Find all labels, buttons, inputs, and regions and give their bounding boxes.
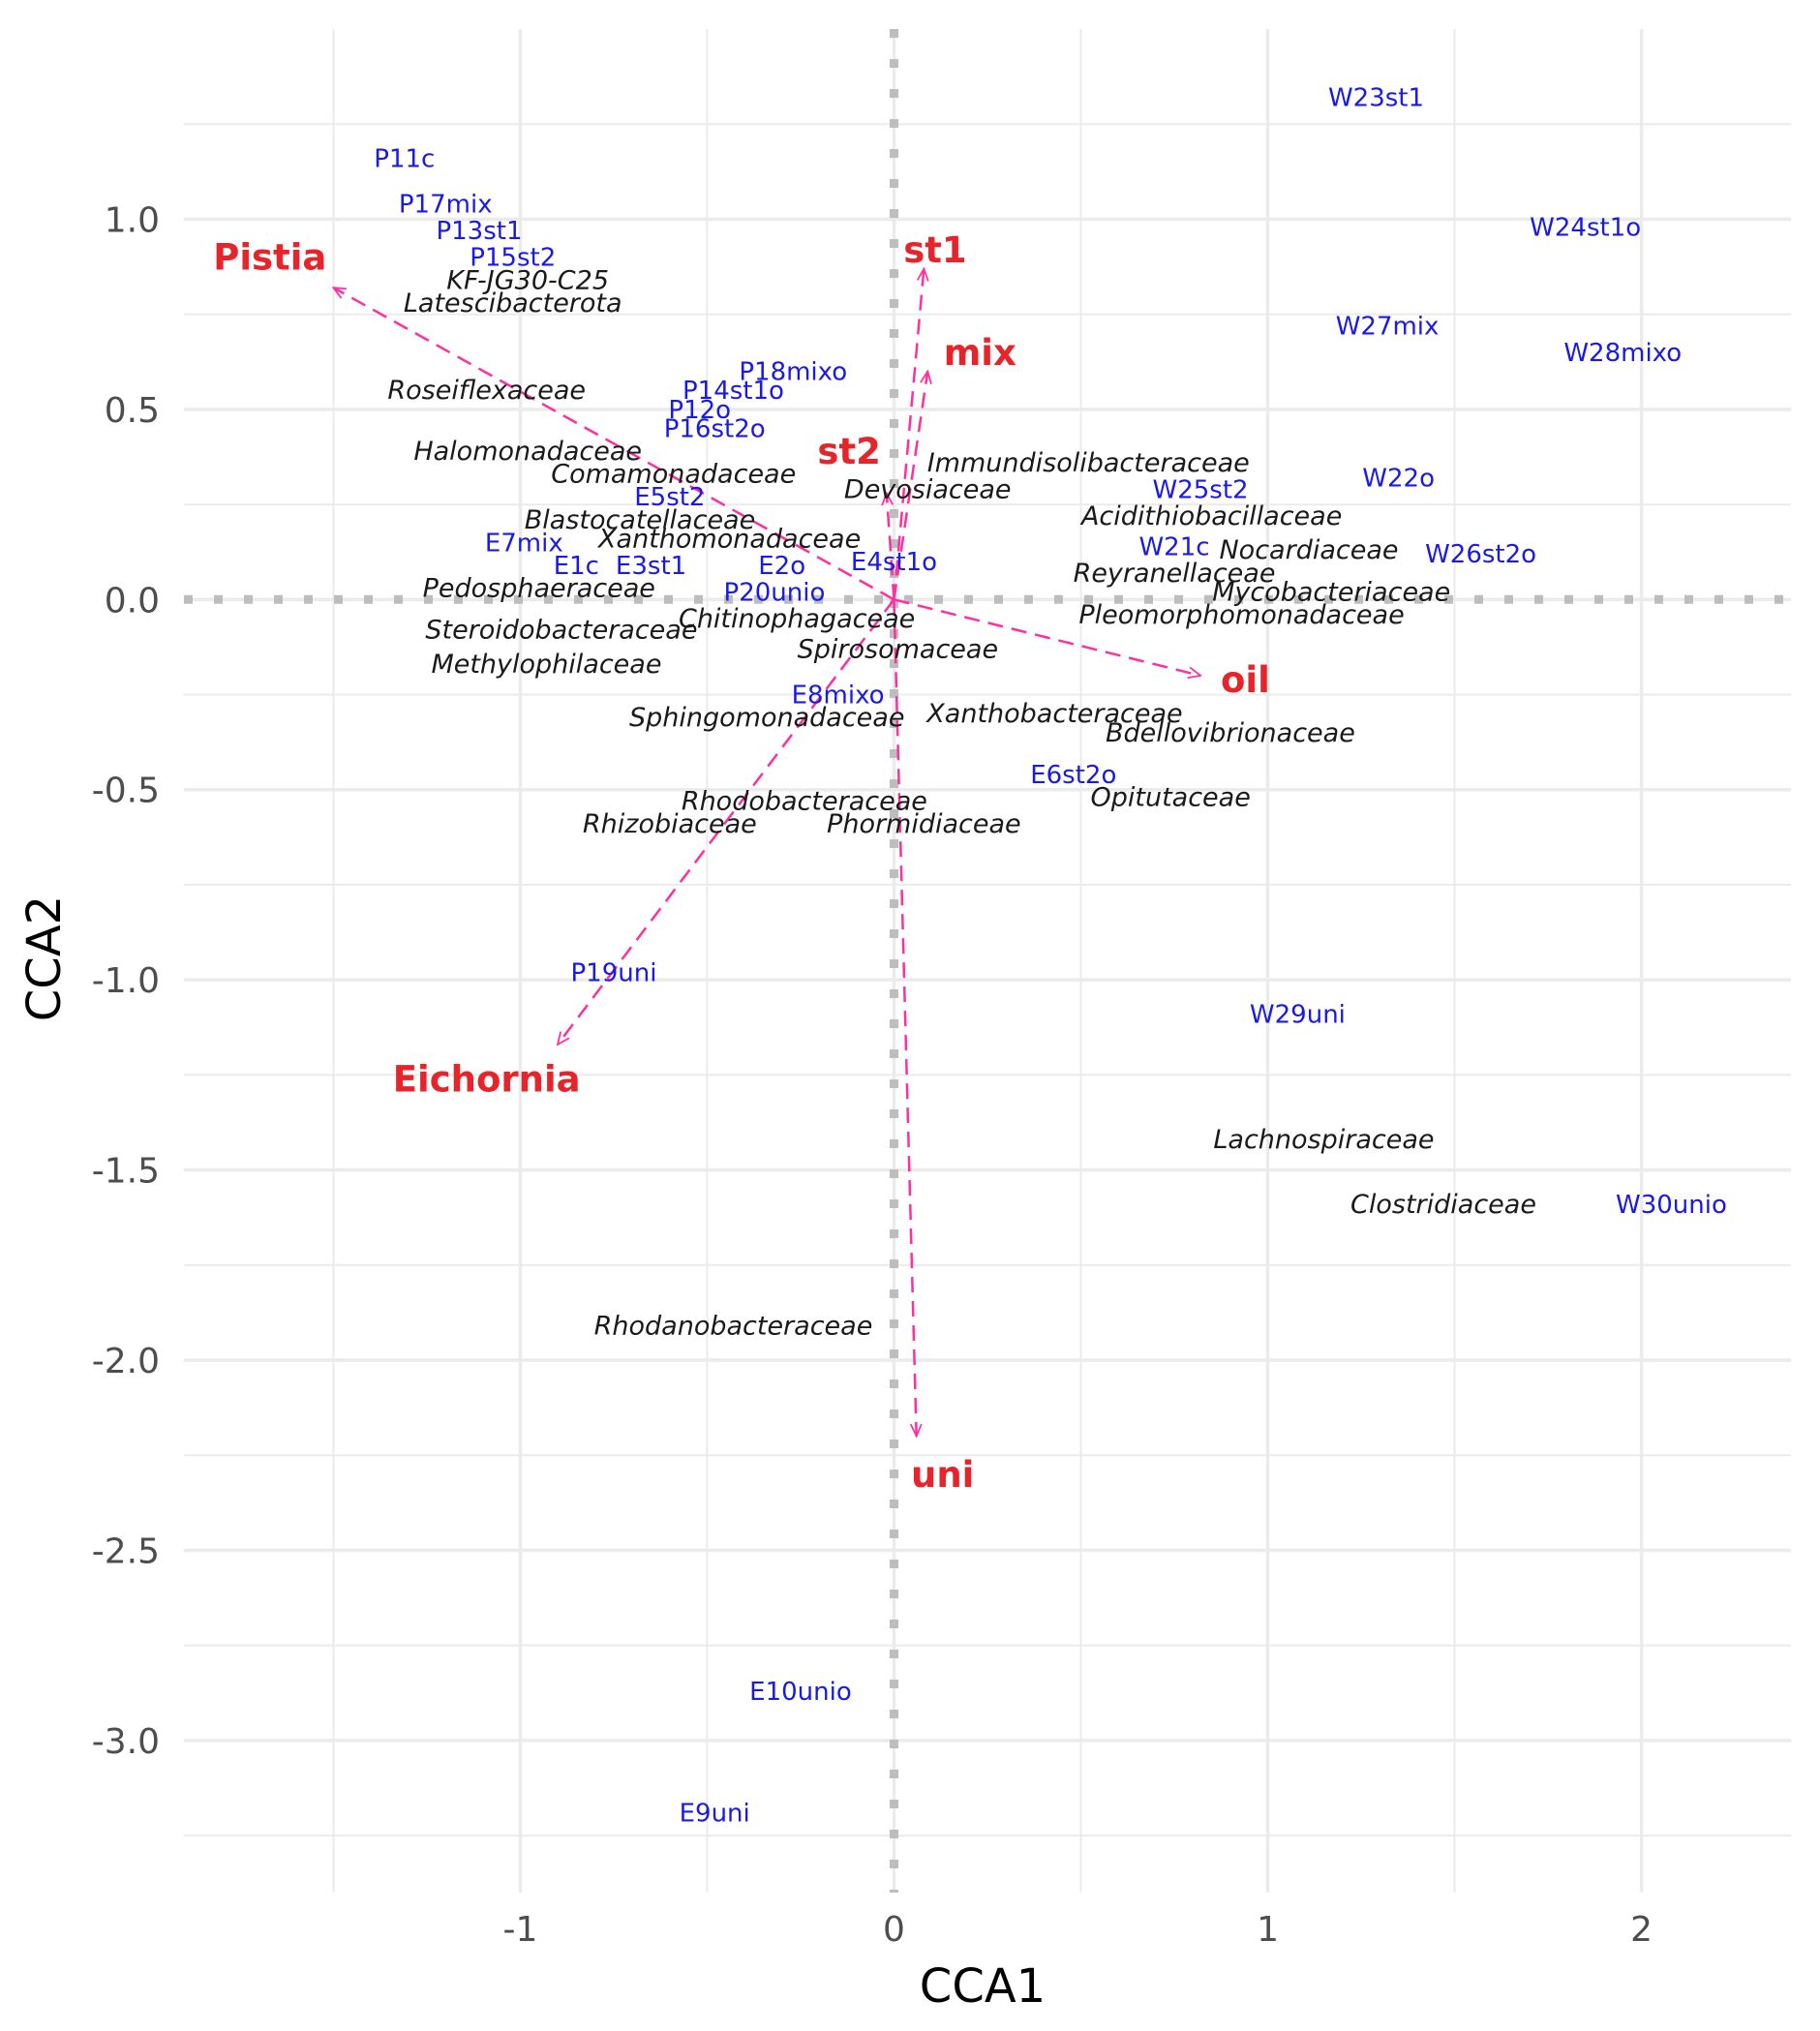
y-tick-label: 0.5 bbox=[105, 391, 160, 431]
site-label: P16st2o bbox=[664, 415, 766, 444]
family-label: Clostridiaceae bbox=[1350, 1190, 1536, 1220]
x-tick-label: 0 bbox=[883, 1910, 905, 1950]
family-label: Lachnospiraceae bbox=[1213, 1125, 1434, 1155]
vector-arrow-st2 bbox=[887, 493, 895, 600]
y-tick-label: -1.0 bbox=[92, 961, 160, 1001]
family-label: Spirosomaceae bbox=[798, 634, 998, 664]
site-label: W26st2o bbox=[1425, 540, 1536, 569]
y-tick-label: -2.0 bbox=[92, 1342, 160, 1381]
family-label: Methylophilaceae bbox=[431, 650, 661, 680]
site-label: W25st2 bbox=[1153, 475, 1249, 504]
minor-gridlines bbox=[184, 29, 1791, 1893]
family-label: Rhizobiaceae bbox=[583, 809, 757, 839]
site-label: W22o bbox=[1362, 465, 1435, 494]
family-label: Xanthobacteraceae bbox=[925, 699, 1182, 729]
site-label: P17mix bbox=[399, 191, 493, 220]
vector-label-oil: oil bbox=[1221, 659, 1270, 701]
family-label: Comamonadaceae bbox=[551, 460, 796, 490]
vector-arrow-st1 bbox=[893, 269, 924, 600]
site-label: E3st1 bbox=[616, 552, 686, 581]
family-label: Sphingomonadaceae bbox=[629, 703, 904, 733]
family-label: Blastocatellaceae bbox=[525, 505, 756, 535]
family-label: Immundisolibacteraceae bbox=[927, 448, 1250, 478]
family-label: Xanthomonadaceae bbox=[596, 524, 861, 554]
major-gridlines bbox=[184, 29, 1791, 1893]
x-axis-title: CCA1 bbox=[920, 1959, 1046, 2014]
site-label: E7mix bbox=[485, 529, 563, 558]
vector-arrow-mix bbox=[893, 372, 927, 600]
site-label: P12o bbox=[668, 396, 731, 425]
vector-label-uni: uni bbox=[911, 1454, 974, 1496]
vector-label-mix: mix bbox=[944, 332, 1016, 374]
family-label: Nocardiaceae bbox=[1219, 535, 1398, 565]
y-tick-label: -3.0 bbox=[92, 1722, 160, 1762]
site-label: P15st2 bbox=[470, 244, 556, 273]
site-label: P18mixo bbox=[739, 358, 847, 387]
family-label: KF-JG30-C25 bbox=[446, 265, 609, 295]
site-label: W28mixo bbox=[1563, 339, 1682, 368]
family-label: Pedosphaeraceae bbox=[423, 574, 655, 604]
family-label: Devosiaceae bbox=[844, 474, 1012, 504]
site-label: E1c bbox=[554, 552, 599, 581]
site-label: E8mixo bbox=[792, 682, 885, 711]
family-label: Chitinophagaceae bbox=[679, 604, 915, 634]
family-label: Latescibacterota bbox=[404, 288, 622, 318]
y-axis-title: CCA2 bbox=[17, 895, 72, 1021]
site-label: E5st2 bbox=[634, 483, 705, 512]
site-label: W21c bbox=[1138, 532, 1209, 561]
vector-arrow-pistia bbox=[333, 287, 895, 601]
vector-label-pistia: Pistia bbox=[213, 237, 326, 279]
y-tick-label: -2.5 bbox=[92, 1531, 160, 1571]
zero-reference-lines bbox=[184, 29, 1791, 1893]
family-label: Mycobacteriaceae bbox=[1212, 577, 1450, 607]
site-label: W23st1 bbox=[1328, 84, 1424, 113]
family-label: Roseiflexaceae bbox=[387, 376, 586, 406]
vector-label-eichornia: Eichornia bbox=[393, 1058, 581, 1100]
family-label: Pleomorphomonadaceae bbox=[1078, 600, 1404, 630]
vector-labels: Pistia st1 mix st2 oil Eichornia uni bbox=[213, 229, 1270, 1496]
family-label: Rhodanobacteraceae bbox=[594, 1312, 873, 1342]
site-label: E2o bbox=[758, 552, 805, 581]
vector-arrow-oil bbox=[894, 598, 1200, 676]
vector-arrow-eichornia bbox=[558, 598, 895, 1045]
y-tick-label: 0.0 bbox=[105, 581, 160, 621]
family-label: Opitutaceae bbox=[1090, 783, 1250, 813]
vector-arrow-uni bbox=[893, 599, 916, 1436]
site-label: P11c bbox=[374, 145, 435, 174]
site-label: W29uni bbox=[1250, 1001, 1346, 1030]
site-label: E9uni bbox=[680, 1800, 750, 1829]
vector-label-st1: st1 bbox=[903, 229, 966, 271]
x-axis-tick-labels: -1 0 1 2 bbox=[502, 1910, 1653, 1950]
y-tick-label: 1.0 bbox=[105, 200, 160, 240]
family-label: Rhodobacteraceae bbox=[682, 787, 927, 817]
site-label: W30unio bbox=[1616, 1191, 1727, 1220]
x-tick-label: 1 bbox=[1257, 1910, 1279, 1950]
family-label: Halomonadaceae bbox=[413, 437, 642, 467]
site-label: E10unio bbox=[749, 1678, 852, 1707]
family-label: Steroidobacteraceae bbox=[425, 616, 697, 646]
site-label: E6st2o bbox=[1030, 761, 1116, 790]
y-tick-label: -1.5 bbox=[92, 1152, 160, 1192]
site-label: P19uni bbox=[570, 958, 656, 987]
vector-arrows bbox=[333, 269, 1200, 1437]
site-label: E4st1o bbox=[851, 548, 937, 577]
site-label: P20unio bbox=[724, 578, 826, 607]
x-tick-label: 2 bbox=[1630, 1910, 1653, 1950]
y-tick-label: -0.5 bbox=[92, 772, 160, 811]
family-label: Phormidiaceae bbox=[827, 809, 1021, 839]
family-label: Reyranellaceae bbox=[1074, 559, 1276, 589]
site-label: P14st1o bbox=[682, 377, 784, 406]
y-axis-tick-labels: 1.0 0.5 0.0 -0.5 -1.0 -1.5 -2.0 -2.5 -3.0 bbox=[92, 200, 160, 1761]
family-label: Bdellovibrionaceae bbox=[1106, 718, 1355, 748]
family-label: Acidithiobacillaceae bbox=[1079, 501, 1342, 531]
vector-label-st2: st2 bbox=[817, 431, 880, 472]
site-label: P13st1 bbox=[436, 217, 522, 246]
x-tick-label: -1 bbox=[502, 1910, 537, 1950]
site-label: W27mix bbox=[1336, 312, 1440, 341]
site-label: W24st1o bbox=[1530, 213, 1641, 242]
